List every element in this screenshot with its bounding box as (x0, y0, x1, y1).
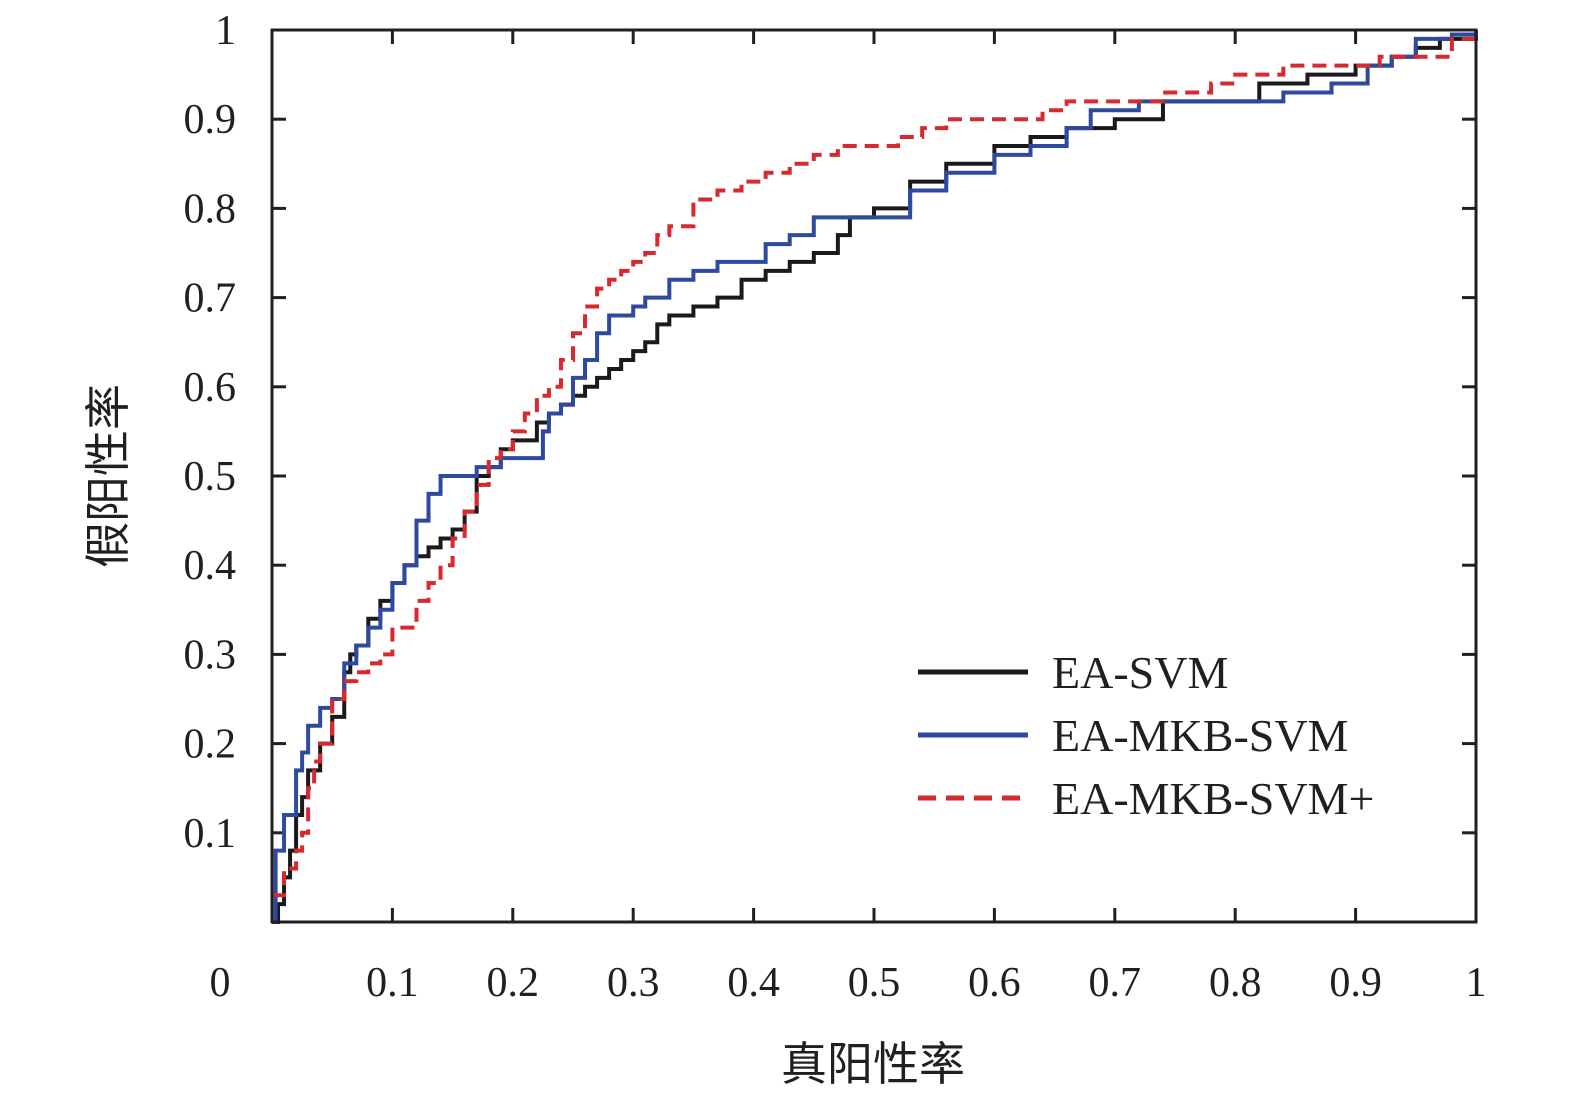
x-tick-label: 0.1 (366, 960, 419, 1006)
y-tick-label: 0.1 (184, 811, 237, 857)
x-tick-label: 0.5 (848, 960, 901, 1006)
legend: EA-SVM EA-MKB-SVM EA-MKB-SVM+ (918, 647, 1374, 824)
series-line-ea-mkb-svm- (272, 30, 1478, 898)
x-tick-label: 0.4 (727, 960, 780, 1006)
x-axis-title: 真阳性率 (781, 1039, 965, 1090)
x-tick-label: 0.9 (1329, 960, 1382, 1006)
y-tick-label: 0.7 (184, 276, 237, 322)
series-layer (272, 30, 1478, 924)
legend-label: EA-MKB-SVM (1052, 710, 1348, 761)
x-tick-label: 0.7 (1089, 960, 1142, 1006)
x-tick-label: 0.2 (487, 960, 540, 1006)
plot-frame (270, 28, 1478, 924)
y-tick-label: 0.3 (184, 632, 237, 678)
y-tick-label: 0.9 (184, 97, 237, 143)
x-tick-label: 0.8 (1209, 960, 1262, 1006)
x-tick-label: 0 (210, 960, 231, 1006)
series-line-ea-mkb-svm (272, 30, 1478, 924)
x-tick-label: 0.3 (607, 960, 660, 1006)
y-axis-ticks: 0.1 0.2 0.3 0.4 0.5 0.6 0.7 0.8 0.9 1 (184, 8, 1476, 857)
y-tick-label: 0.6 (184, 365, 237, 411)
legend-label: EA-MKB-SVM+ (1052, 773, 1374, 824)
y-axis-title: 假阳性率 (83, 384, 134, 568)
legend-label: EA-SVM (1052, 647, 1228, 698)
y-tick-label: 0.5 (184, 454, 237, 500)
y-tick-label: 0.8 (184, 186, 237, 232)
x-axis-ticks: 0 0.1 0.2 0.3 0.4 0.5 0.6 0.7 0.8 0.9 1 (210, 30, 1487, 1006)
y-tick-label: 1 (215, 8, 236, 54)
x-tick-label: 1 (1466, 960, 1487, 1006)
y-tick-label: 0.4 (184, 543, 237, 589)
x-tick-label: 0.6 (968, 960, 1021, 1006)
y-tick-label: 0.2 (184, 722, 237, 768)
